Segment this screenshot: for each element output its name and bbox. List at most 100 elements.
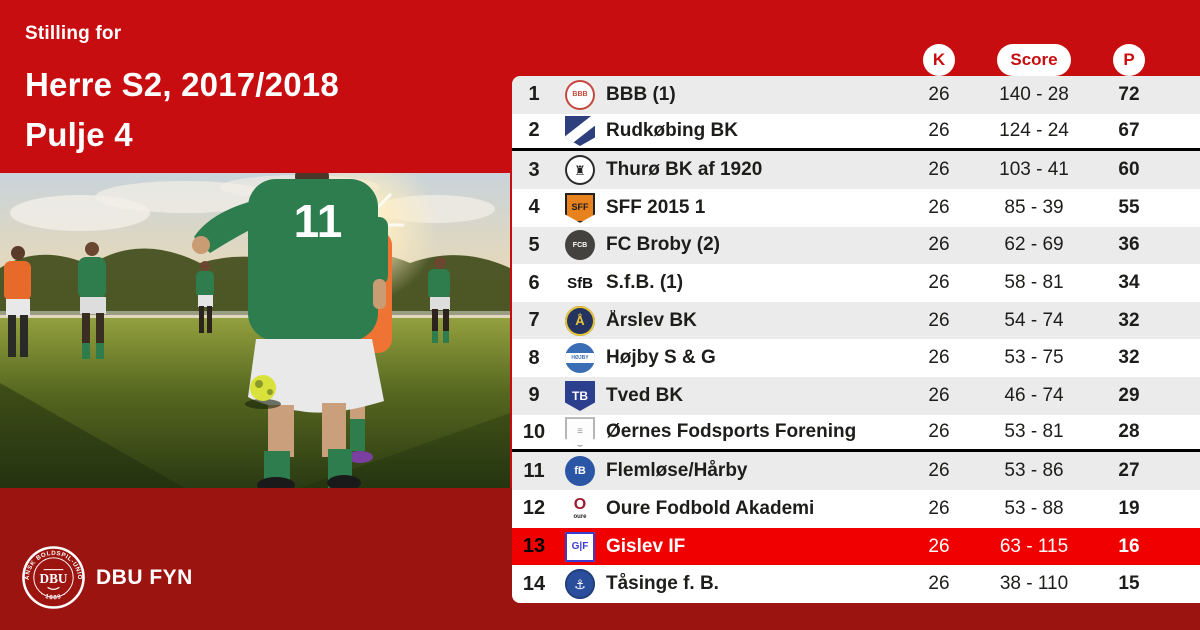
points-value: 55 xyxy=(1118,196,1140,218)
column-headers: K Score P xyxy=(512,44,1200,76)
matches-played-value: 26 xyxy=(928,272,950,294)
rank-cell: 13 xyxy=(522,535,546,557)
points-value: 36 xyxy=(1118,234,1140,256)
aarslev-bk-logo: Å xyxy=(565,305,595,336)
rank-cell: 6 xyxy=(528,271,540,294)
dbu-seal-logo: DANSK BOLDSPIL-UNION · 1889 · DBU xyxy=(22,546,85,609)
table-body: 1 BBB BBB (1) 26 140 - 28 72 2 Rudkøbing… xyxy=(512,76,1200,603)
goal-score-value: 54 - 74 xyxy=(1004,309,1064,331)
player-green-running xyxy=(78,242,106,359)
hojby-logo: HØJBY xyxy=(565,343,595,374)
points-value: 16 xyxy=(1118,535,1140,557)
table-row: 13 G|F Gislev IF 26 63 - 115 16 xyxy=(512,527,1200,566)
table-row: 5 FCB FC Broby (2) 26 62 - 69 36 xyxy=(512,226,1200,265)
fc-broby-logo: FCB xyxy=(565,230,595,261)
rank-cell: 11 xyxy=(523,459,545,482)
goal-score-value: 62 - 69 xyxy=(1004,234,1064,256)
grass-shadow xyxy=(300,413,510,488)
team-logo-cell: G|F xyxy=(556,531,604,562)
goal-score-value: 46 - 74 xyxy=(1004,384,1064,406)
player-orange-bib-left xyxy=(4,246,31,357)
matches-played-value: 26 xyxy=(928,573,950,595)
table-row: 6 SfB S.f.B. (1) 26 58 - 81 34 xyxy=(512,264,1200,302)
team-logo-cell: ♜ xyxy=(556,155,604,186)
player-main-number-11: 11 xyxy=(192,173,388,488)
title-block: Stilling for Herre S2, 2017/2018 Pulje 4 xyxy=(25,24,339,160)
table-row: 9 TB Tved BK 26 46 - 74 29 xyxy=(512,377,1200,415)
team-logo-cell: TB xyxy=(556,380,604,411)
goal-score-value: 53 - 88 xyxy=(1004,497,1064,519)
rank-cell: 7 xyxy=(528,309,540,332)
points-value: 72 xyxy=(1118,83,1140,105)
rank-cell: 10 xyxy=(522,420,546,443)
matches-played-value: 26 xyxy=(928,384,950,406)
points-value: 60 xyxy=(1118,159,1140,181)
goal-score-value: 103 - 41 xyxy=(999,159,1069,181)
sfb-logo: SfB xyxy=(567,274,593,292)
tved-bk-logo: TB xyxy=(565,380,595,411)
standings-table: K Score P 1 BBB BBB (1) 26 140 - 28 72 2… xyxy=(512,44,1200,603)
thuro-bk-logo: ♜ xyxy=(565,155,595,186)
team-name: Flemløse/Hårby xyxy=(606,460,748,482)
goal-score-value: 53 - 81 xyxy=(1004,421,1064,443)
table-row: 3 ♜ Thurø BK af 1920 26 103 - 41 60 xyxy=(512,151,1200,189)
team-name: FC Broby (2) xyxy=(606,234,720,256)
table-row: 7 Å Årslev BK 26 54 - 74 32 xyxy=(512,301,1200,340)
points-value: 28 xyxy=(1118,421,1140,443)
rank-cell: 9 xyxy=(528,384,540,407)
goal-score-value: 53 - 86 xyxy=(1004,460,1064,482)
goal-score-value: 124 - 24 xyxy=(999,119,1069,141)
rank-cell: 14 xyxy=(522,572,546,595)
points-value: 15 xyxy=(1118,573,1140,595)
oernes-logo: ≡ xyxy=(565,417,595,448)
matches-played-value: 26 xyxy=(928,535,950,557)
player-green-right xyxy=(428,257,450,343)
rank-cell: 3 xyxy=(528,158,540,181)
matches-played-value: 26 xyxy=(928,234,950,256)
goal-score-value: 63 - 115 xyxy=(999,535,1069,557)
points-value: 67 xyxy=(1118,119,1140,141)
team-logo-cell: FCB xyxy=(556,230,604,261)
matches-played-value: 26 xyxy=(928,119,950,141)
column-header-score: Score xyxy=(997,44,1071,76)
matches-played-value: 26 xyxy=(928,196,950,218)
team-logo-cell: BBB xyxy=(556,79,604,110)
team-name: Gislev IF xyxy=(606,535,686,557)
rudkobing-bk-logo xyxy=(565,115,595,146)
goal-score-value: 85 - 39 xyxy=(1004,196,1064,218)
sff-2015-logo: SFF xyxy=(565,192,595,223)
team-name: Tved BK xyxy=(606,384,684,406)
matches-played-value: 26 xyxy=(928,460,950,482)
player-green-mid xyxy=(196,261,214,333)
points-value: 32 xyxy=(1118,347,1140,369)
rank-cell: 1 xyxy=(528,83,540,106)
team-logo-cell: SFF xyxy=(556,192,604,223)
matches-played-value: 26 xyxy=(928,497,950,519)
rank-cell: 5 xyxy=(528,233,540,256)
rank-cell: 4 xyxy=(528,196,540,219)
table-row: 8 HØJBY Højby S & G 26 53 - 75 32 xyxy=(512,339,1200,378)
goal-score-value: 140 - 28 xyxy=(999,83,1069,105)
table-row: 4 SFF SFF 2015 1 26 85 - 39 55 xyxy=(512,188,1200,227)
goal-score-value: 58 - 81 xyxy=(1004,272,1064,294)
rank-cell: 12 xyxy=(522,497,546,520)
team-name: Tåsinge f. B. xyxy=(606,573,719,595)
team-logo-cell: fB xyxy=(556,456,604,487)
team-logo-cell: SfB xyxy=(556,268,604,298)
grass-shadow xyxy=(0,383,185,488)
match-photo: 11 xyxy=(0,173,510,488)
org-name: DBU FYN xyxy=(96,565,193,589)
table-row: 2 Rudkøbing BK 26 124 - 24 67 xyxy=(512,113,1200,152)
matches-played-value: 26 xyxy=(928,309,950,331)
taasinge-logo: ⚓ xyxy=(565,569,595,600)
page-title: Herre S2, 2017/2018 xyxy=(25,66,339,103)
team-logo-cell: ≡ xyxy=(556,417,604,448)
matches-played-value: 26 xyxy=(928,421,950,443)
table-row: 1 BBB BBB (1) 26 140 - 28 72 xyxy=(512,76,1200,114)
table-row: 10 ≡ Øernes Fodsports Forening 26 53 - 8… xyxy=(512,414,1200,453)
svg-text:· 1889 ·: · 1889 · xyxy=(39,591,68,602)
flemlose-haarby-logo: fB xyxy=(565,456,595,487)
goal-score-value: 38 - 110 xyxy=(999,573,1069,595)
points-value: 19 xyxy=(1118,497,1140,519)
